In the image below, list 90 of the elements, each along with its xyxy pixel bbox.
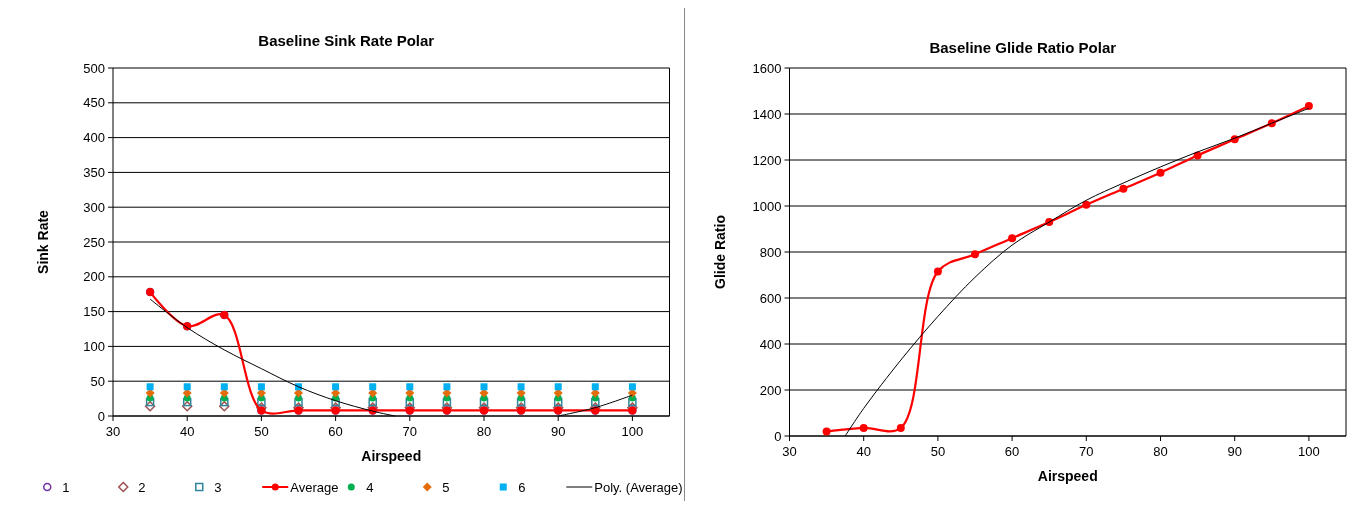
x-tick-label: 50: [254, 424, 269, 439]
point: [294, 397, 303, 407]
x-tick-label: 30: [782, 444, 797, 459]
chart-title: Baseline Glide Ratio Polar: [929, 39, 1117, 56]
x-tick-label: 90: [550, 424, 566, 439]
y-tick-label: 400: [83, 130, 105, 146]
point: [144, 401, 156, 412]
y-tick-label: 200: [83, 269, 105, 285]
x-tick-label: 100: [621, 424, 644, 439]
point: [443, 383, 451, 391]
point: [479, 397, 489, 407]
point: [628, 397, 637, 407]
point: [859, 423, 868, 432]
legend-label: 2: [138, 479, 146, 495]
x-tick-label: 90: [1227, 444, 1242, 459]
y-tick-label: 300: [83, 199, 105, 215]
point: [933, 267, 942, 276]
x-tick-label: 80: [476, 424, 492, 439]
x-tick-label: 100: [1298, 444, 1320, 459]
y-tick-label: 50: [90, 373, 105, 389]
legend-label: 4: [366, 479, 374, 495]
point: [896, 423, 905, 432]
y-tick-label: 150: [83, 304, 105, 320]
legend-label: Poly. (Average): [594, 479, 683, 495]
y-tick-label: 1600: [752, 60, 782, 76]
y-axis-title: Sink Rate: [35, 209, 51, 274]
point: [480, 383, 488, 391]
point: [181, 401, 193, 412]
y-axis-title: Glide Ratio: [711, 215, 728, 289]
y-tick-label: 450: [83, 95, 105, 111]
x-tick-label: 60: [1004, 444, 1020, 459]
point: [1082, 200, 1091, 209]
point: [591, 383, 599, 391]
legend-label: 3: [214, 479, 222, 495]
point: [406, 383, 414, 391]
point: [257, 383, 265, 391]
point: [369, 383, 377, 391]
chart-title: Baseline Sink Rate Polar: [258, 32, 435, 49]
point: [182, 397, 192, 407]
point: [1156, 168, 1165, 177]
point: [146, 383, 154, 391]
x-tick-label: 50: [930, 444, 946, 459]
point: [516, 397, 526, 407]
point: [220, 397, 229, 407]
point: [822, 427, 831, 436]
y-tick-label: 800: [759, 244, 782, 260]
point: [332, 383, 340, 391]
x-axis-title: Airspeed: [1037, 468, 1098, 484]
point: [219, 401, 230, 412]
point: [1119, 184, 1128, 193]
y-tick-label: 500: [83, 60, 105, 76]
y-tick-label: 100: [83, 338, 105, 354]
legend-label: Average: [290, 479, 339, 495]
point: [971, 250, 979, 259]
legend-label: 6: [518, 479, 526, 495]
y-tick-label: 0: [97, 408, 105, 424]
point: [628, 383, 636, 391]
y-tick-label: 1400: [752, 106, 782, 122]
x-tick-label: 40: [179, 424, 195, 439]
x-axis-title: Airspeed: [361, 448, 422, 464]
point: [257, 397, 266, 407]
legend-label: 1: [62, 479, 70, 495]
y-tick-label: 0: [774, 428, 782, 444]
x-tick-label: 80: [1153, 444, 1168, 459]
y-tick-label: 350: [83, 164, 105, 180]
x-tick-label: 70: [1079, 444, 1094, 459]
point: [220, 383, 228, 391]
point: [405, 397, 415, 407]
point: [553, 397, 563, 407]
point: [331, 397, 340, 407]
x-tick-label: 60: [328, 424, 343, 439]
y-tick-label: 400: [759, 336, 782, 352]
point: [442, 397, 452, 407]
point: [183, 383, 191, 391]
point: [368, 397, 377, 407]
x-tick-label: 30: [105, 424, 121, 439]
point: [145, 397, 155, 407]
point: [1008, 234, 1017, 243]
y-tick-label: 600: [759, 290, 782, 306]
point: [591, 397, 600, 407]
y-tick-label: 250: [83, 234, 105, 250]
x-tick-label: 40: [856, 444, 871, 459]
y-tick-label: 1000: [752, 198, 782, 214]
point: [517, 383, 525, 391]
point: [1304, 101, 1313, 110]
x-tick-label: 70: [402, 424, 418, 439]
y-tick-label: 1200: [752, 152, 782, 168]
y-tick-label: 200: [759, 382, 782, 398]
point: [554, 383, 562, 391]
legend-label: 5: [442, 479, 450, 495]
